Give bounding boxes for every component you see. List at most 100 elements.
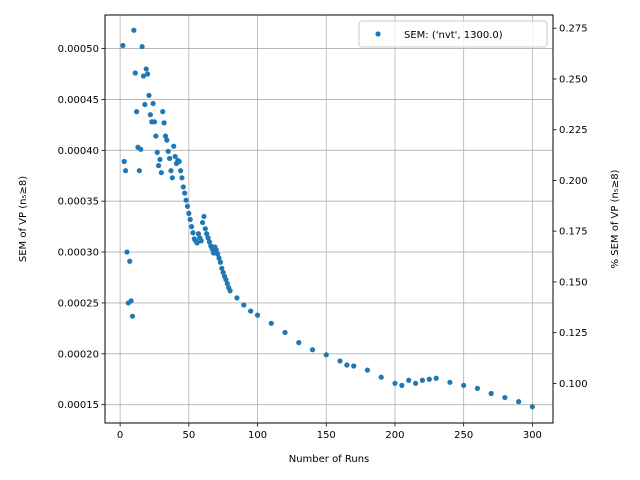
data-point	[132, 70, 138, 76]
data-point	[124, 249, 130, 255]
data-point	[136, 168, 142, 174]
x-axis-label: Number of Runs	[289, 454, 370, 465]
data-point	[248, 308, 254, 314]
data-point	[127, 258, 133, 264]
data-point	[194, 240, 200, 246]
left-y-tick-label: 0.00040	[58, 146, 99, 157]
data-point	[337, 358, 343, 364]
data-point	[172, 153, 178, 160]
left-y-tick-label: 0.00035	[58, 197, 99, 208]
data-point	[177, 168, 184, 174]
legend-label: SEM: ('nvt', 1300.0)	[404, 30, 503, 41]
data-point	[155, 162, 162, 169]
data-point	[205, 235, 211, 241]
data-point	[162, 133, 169, 139]
data-point	[120, 42, 126, 49]
left-y-tick-label: 0.00015	[58, 400, 99, 411]
data-point	[146, 92, 152, 98]
data-point	[198, 238, 204, 244]
right-y-tick-label: 0.175	[559, 227, 588, 238]
data-point	[169, 175, 175, 181]
data-point	[176, 158, 182, 165]
data-point	[447, 379, 453, 385]
right-y-tick-label: 0.275	[559, 24, 588, 35]
data-point	[129, 313, 136, 319]
data-point	[168, 168, 174, 174]
left-y-tick-label: 0.00045	[58, 95, 99, 106]
data-point	[254, 312, 261, 318]
data-point	[268, 320, 274, 326]
right-y-tick-label: 0.250	[559, 74, 588, 85]
data-point	[234, 295, 240, 301]
data-point	[188, 224, 195, 230]
left-y-tick-label: 0.00020	[58, 349, 99, 360]
left-y-axis-ticks: 0.00015 0.00020 0.00025 0.00030 0.00035 0.000…	[58, 44, 105, 411]
data-point	[202, 226, 208, 232]
legend-box	[358, 20, 548, 48]
data-point	[183, 197, 189, 203]
legend: SEM: ('nvt', 1300.0)	[358, 20, 548, 48]
data-point	[179, 175, 185, 181]
data-point	[151, 119, 158, 125]
data-point	[216, 255, 222, 261]
data-point	[190, 230, 196, 236]
data-point	[199, 219, 206, 226]
left-y-tick-label: 0.00030	[58, 248, 99, 259]
data-point	[351, 363, 357, 369]
x-tick-label: 250	[454, 430, 473, 441]
data-point	[128, 298, 134, 304]
data-point	[378, 374, 384, 380]
data-point	[412, 380, 419, 386]
data-point	[433, 375, 439, 381]
legend-marker	[375, 31, 381, 37]
data-point	[195, 231, 202, 237]
data-point	[488, 390, 494, 397]
left-y-tick-label: 0.00025	[58, 298, 99, 309]
right-y-tick-label: 0.100	[559, 379, 588, 390]
data-point	[241, 302, 247, 308]
data-point	[217, 259, 224, 265]
x-tick-label: 150	[317, 430, 336, 441]
data-point	[138, 146, 144, 152]
data-point	[206, 239, 213, 245]
data-point	[309, 347, 316, 353]
data-point	[426, 376, 432, 382]
data-point	[213, 247, 219, 253]
data-point	[166, 155, 173, 162]
data-point	[143, 66, 149, 72]
data-point	[204, 231, 210, 237]
data-point	[165, 148, 171, 154]
data-point	[227, 288, 233, 294]
data-point	[134, 109, 140, 115]
data-point	[406, 377, 412, 383]
data-point	[145, 71, 151, 77]
x-tick-label: 300	[523, 430, 542, 441]
data-point	[392, 380, 398, 386]
data-point	[474, 385, 481, 392]
data-point	[140, 73, 147, 79]
data-point	[296, 340, 302, 346]
right-y-tick-label: 0.225	[559, 125, 588, 136]
data-points	[120, 27, 535, 410]
plot-frame	[104, 14, 554, 424]
data-point	[142, 101, 148, 108]
data-point	[344, 362, 350, 368]
data-point	[153, 133, 159, 139]
plot-area	[105, 15, 553, 423]
x-axis-ticks: 0 50 100 150 200 250 300	[117, 423, 542, 441]
data-point	[364, 367, 371, 373]
data-point	[147, 112, 153, 118]
left-y-tick-label: 0.00050	[58, 44, 99, 55]
data-point	[123, 168, 129, 174]
data-point	[516, 399, 522, 405]
data-point	[184, 203, 191, 209]
x-tick-label: 50	[182, 430, 195, 441]
data-point	[150, 100, 156, 107]
data-point	[220, 269, 226, 276]
data-point	[223, 276, 229, 283]
data-point	[171, 143, 177, 149]
grid-lines	[105, 15, 553, 423]
x-tick-label: 0	[117, 430, 123, 441]
x-tick-label: 100	[248, 430, 267, 441]
data-point	[529, 404, 535, 410]
